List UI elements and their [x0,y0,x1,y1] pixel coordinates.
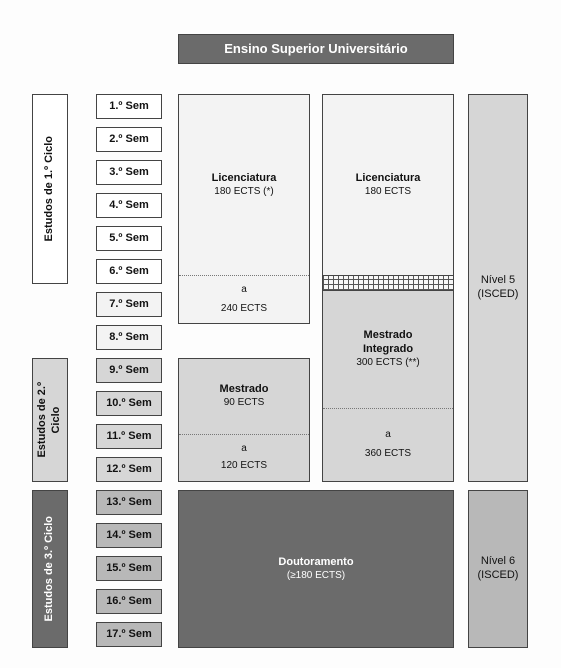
semester-16: 16.º Sem [96,589,162,614]
semester-4: 4.º Sem [96,193,162,218]
mestrado-integrado-ext-label: a [385,429,391,442]
header-title: Ensino Superior Universitário [224,41,408,57]
licenciatura-a-ects: 180 ECTS (*) [214,186,273,199]
program-licenciatura-b: Licenciatura 180 ECTS [322,94,454,276]
cycle-3-label-box: Estudos de 3.º Ciclo [32,490,68,648]
mestrado-ects: 90 ECTS [224,397,265,410]
cycle-1-label-box: Estudos de 1.º Ciclo [32,94,68,284]
semester-6: 6.º Sem [96,259,162,284]
isced-5-line1: Nível 5 [478,274,519,288]
semester-5: 5.º Sem [96,226,162,251]
cycle-2-label: Estudos de 2.º Ciclo [36,382,64,458]
isced-level-6: Nível 6 (ISCED) [468,490,528,648]
licenciatura-a-ext-ects: 240 ECTS [221,303,267,316]
mestrado-ext-label: a [241,443,247,456]
semester-2: 2.º Sem [96,127,162,152]
isced-6-line1: Nível 6 [478,555,519,569]
hatched-transition [322,276,454,290]
semester-13: 13.º Sem [96,490,162,515]
mestrado-ext-ects: 120 ECTS [221,460,267,473]
doutoramento-title: Doutoramento [278,556,353,570]
semester-12: 12.º Sem [96,457,162,482]
semester-8: 8.º Sem [96,325,162,350]
cycle-3-label: Estudos de 3.º Ciclo [43,516,57,621]
isced-5-line2: (ISCED) [478,288,519,302]
licenciatura-a-title: Licenciatura [212,172,277,186]
mestrado-integrado-ext-ects: 360 ECTS [365,448,411,461]
program-mestrado: Mestrado 90 ECTS a 120 ECTS [178,358,310,482]
semester-7: 7.º Sem [96,292,162,317]
isced-6-line2: (ISCED) [478,569,519,583]
mestrado-title: Mestrado [220,383,269,397]
mestrado-integrado-ects: 300 ECTS (**) [356,357,419,370]
program-licenciatura-a: Licenciatura 180 ECTS (*) a 240 ECTS [178,94,310,324]
program-mestrado-integrado: Mestrado Integrado 300 ECTS (**) a 360 E… [322,290,454,482]
program-doutoramento: Doutoramento (≥180 ECTS) [178,490,454,648]
cycle-1-label: Estudos de 1.º Ciclo [43,136,57,241]
header-title-bar: Ensino Superior Universitário [178,34,454,64]
cycle-2-label-box: Estudos de 2.º Ciclo [32,358,68,482]
semester-15: 15.º Sem [96,556,162,581]
mestrado-integrado-title: Mestrado Integrado [338,329,438,357]
isced-level-5: Nível 5 (ISCED) [468,94,528,482]
licenciatura-b-title: Licenciatura [356,172,421,186]
semester-10: 10.º Sem [96,391,162,416]
semester-17: 17.º Sem [96,622,162,647]
licenciatura-a-ext-label: a [241,284,247,297]
doutoramento-ects: (≥180 ECTS) [278,570,353,583]
semester-3: 3.º Sem [96,160,162,185]
semester-1: 1.º Sem [96,94,162,119]
semester-9: 9.º Sem [96,358,162,383]
semester-11: 11.º Sem [96,424,162,449]
semester-14: 14.º Sem [96,523,162,548]
licenciatura-b-ects: 180 ECTS [356,186,421,199]
